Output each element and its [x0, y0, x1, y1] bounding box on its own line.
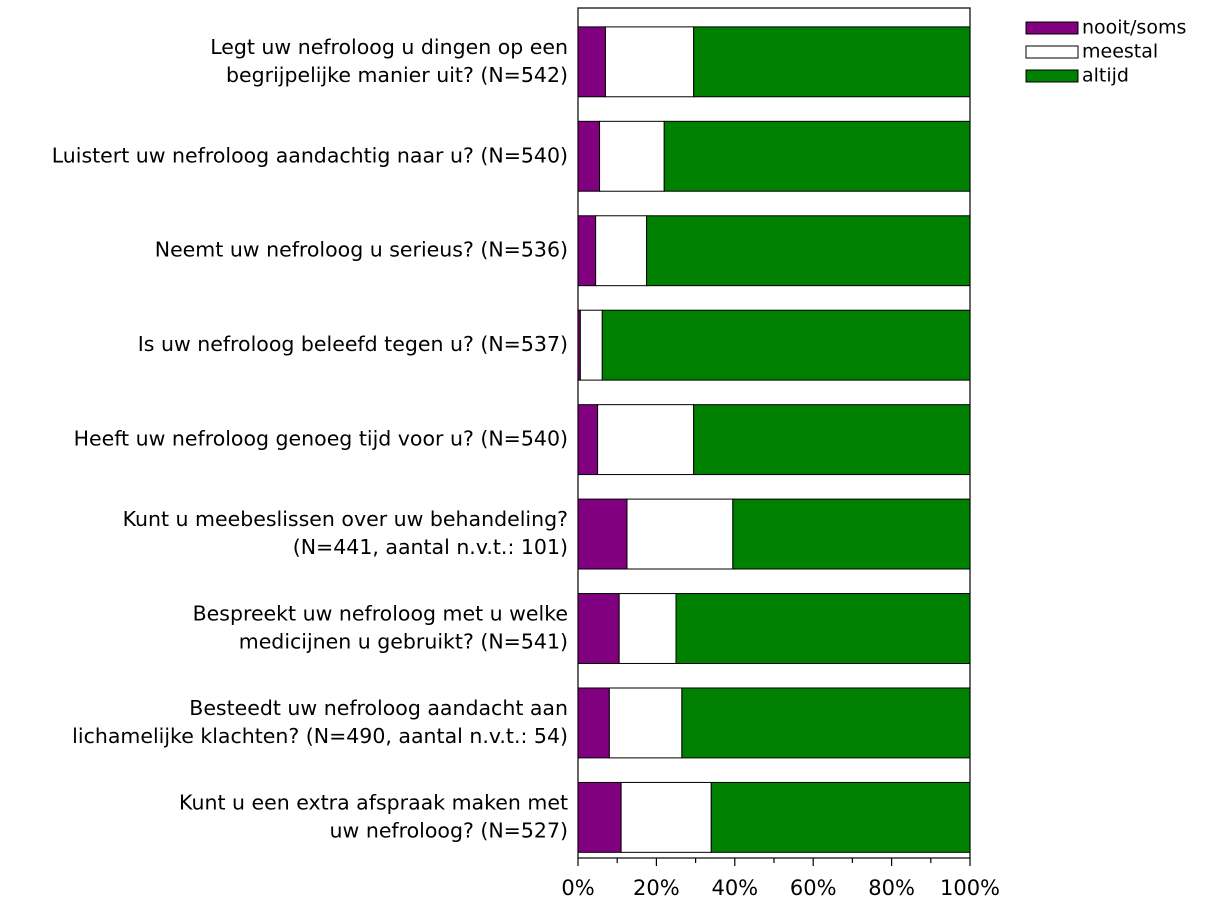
bar-segment-5-series-1: [577, 404, 599, 476]
legend-label-3: altijd: [1082, 65, 1129, 87]
category-label-line: Is uw nefroloog beleefd tegen u? (N=537): [138, 332, 568, 356]
category-label-line: Kunt u een extra afspraak maken met: [179, 790, 568, 814]
bar-segment-2-series-3: [663, 120, 971, 192]
bar-segment-2-series-1: [577, 120, 601, 192]
x-tick-label: 100%: [940, 876, 1000, 900]
category-label-line: Neemt uw nefroloog u serieus? (N=536): [155, 238, 568, 262]
category-labels: Legt uw nefroloog u dingen op een begrijp…: [52, 35, 568, 843]
category-label-9: Kunt u een extra afspraak maken met uw ne…: [179, 790, 568, 842]
bar-segment-8-series-3: [681, 687, 971, 759]
category-label-5: Heeft uw nefroloog genoeg tijd voor u? (…: [74, 427, 568, 451]
bar-segment-6-series-3: [732, 498, 971, 570]
bar-segment-8-series-2: [608, 687, 683, 759]
x-tick-label: 40%: [711, 876, 758, 900]
bar-segment-7-series-1: [577, 593, 620, 664]
x-tick-label: 20%: [633, 876, 680, 900]
bar-segment-8-series-1: [577, 687, 610, 759]
category-label-line: Kunt u meebeslissen over uw behandeling?: [123, 507, 568, 531]
category-label-line: Luistert uw nefroloog aandachtig naar u?…: [52, 143, 568, 167]
category-label-line: Besteedt uw nefroloog aandacht aan: [189, 696, 568, 720]
bar-segment-2-series-2: [599, 120, 665, 192]
category-label-3: Neemt uw nefroloog u serieus? (N=536): [155, 238, 568, 262]
bar-segment-1-series-1: [577, 26, 606, 98]
legend-swatch-1: [1025, 21, 1079, 35]
bar-segment-6-series-1: [577, 498, 628, 570]
category-label-line: lichamelijke klachten? (N=490, aantal n.…: [72, 724, 568, 748]
bar-segment-9-series-2: [620, 781, 712, 853]
category-label-line: Heeft uw nefroloog genoeg tijd voor u? (…: [74, 427, 568, 451]
category-label-line: uw nefroloog? (N=527): [330, 818, 568, 842]
category-label-line: Bespreekt uw nefroloog met u welke: [193, 602, 568, 626]
bar-segment-9-series-1: [577, 781, 622, 853]
bar-segment-1-series-3: [693, 26, 971, 98]
legend-swatch-2: [1025, 45, 1079, 59]
x-axis: 0% 20% 40% 60% 80% 100%: [561, 858, 1000, 900]
legend-swatch-3: [1025, 69, 1079, 83]
x-tick-label: 80%: [868, 876, 915, 900]
bar-segment-4-series-2: [579, 309, 603, 381]
category-label-2: Luistert uw nefroloog aandachtig naar u?…: [52, 143, 568, 167]
bar-segment-7-series-3: [675, 593, 971, 664]
category-label-line: Legt uw nefroloog u dingen op een: [210, 35, 568, 59]
category-label-line: medicijnen u gebruikt? (N=541): [239, 630, 568, 654]
bar-segment-5-series-2: [597, 404, 695, 476]
bar-segment-6-series-2: [626, 498, 734, 570]
category-label-8: Besteedt uw nefroloog aandacht aan licham…: [72, 696, 568, 748]
bar-segment-1-series-2: [604, 26, 695, 98]
bar-segment-3-series-1: [577, 215, 597, 287]
bars-group: [577, 26, 971, 853]
x-tick-label: 0%: [561, 876, 594, 900]
bar-segment-9-series-3: [710, 781, 971, 853]
category-label-1: Legt uw nefroloog u dingen op een begrijp…: [210, 35, 568, 87]
legend-label-2: meestal: [1082, 41, 1158, 63]
bar-segment-3-series-3: [646, 215, 971, 287]
bar-segment-7-series-2: [618, 593, 677, 664]
legend-label-1: nooit/soms: [1082, 17, 1186, 39]
bar-segment-3-series-2: [595, 215, 648, 287]
x-tick-label: 60%: [790, 876, 837, 900]
bar-segment-4-series-3: [601, 309, 971, 381]
category-label-line: (N=441, aantal n.v.t.: 101): [293, 535, 568, 559]
category-label-7: Bespreekt uw nefroloog met u welke medici…: [193, 602, 568, 654]
category-label-6: Kunt u meebeslissen over uw behandeling?…: [123, 507, 568, 559]
bar-segment-5-series-3: [693, 404, 971, 476]
category-label-4: Is uw nefroloog beleefd tegen u? (N=537): [138, 332, 568, 356]
category-label-line: begrijpelijke manier uit? (N=542): [226, 63, 568, 87]
